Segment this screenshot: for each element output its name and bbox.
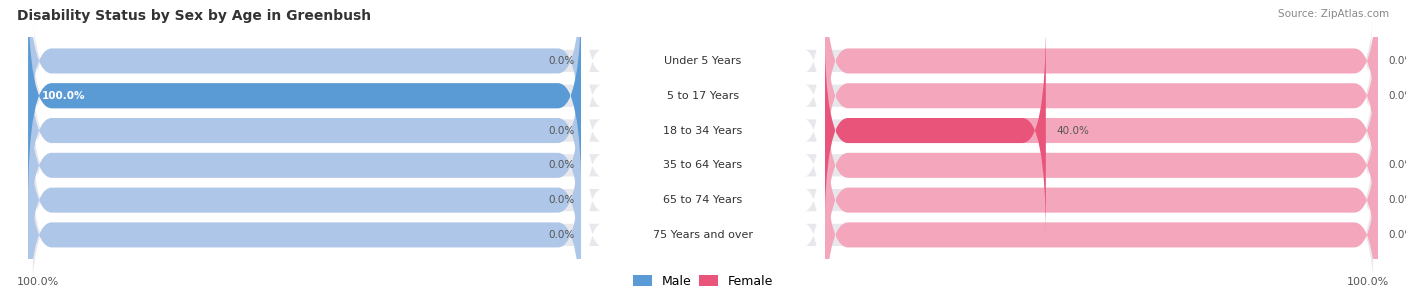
FancyBboxPatch shape xyxy=(824,91,1378,305)
Text: Source: ZipAtlas.com: Source: ZipAtlas.com xyxy=(1278,9,1389,19)
FancyBboxPatch shape xyxy=(582,21,824,240)
FancyBboxPatch shape xyxy=(31,0,1375,205)
FancyBboxPatch shape xyxy=(824,56,1378,274)
FancyBboxPatch shape xyxy=(28,0,582,170)
FancyBboxPatch shape xyxy=(824,0,1378,205)
Text: 65 to 74 Years: 65 to 74 Years xyxy=(664,195,742,205)
FancyBboxPatch shape xyxy=(824,21,1378,240)
Text: 40.0%: 40.0% xyxy=(1056,126,1088,135)
FancyBboxPatch shape xyxy=(31,91,1375,305)
Text: 0.0%: 0.0% xyxy=(548,230,575,240)
FancyBboxPatch shape xyxy=(582,0,824,170)
Text: Under 5 Years: Under 5 Years xyxy=(665,56,741,66)
Text: 0.0%: 0.0% xyxy=(548,195,575,205)
Text: 100.0%: 100.0% xyxy=(1347,277,1389,287)
Text: 75 Years and over: 75 Years and over xyxy=(652,230,754,240)
FancyBboxPatch shape xyxy=(28,0,582,205)
FancyBboxPatch shape xyxy=(28,21,582,240)
FancyBboxPatch shape xyxy=(582,56,824,274)
FancyBboxPatch shape xyxy=(31,126,1375,305)
FancyBboxPatch shape xyxy=(582,91,824,305)
FancyBboxPatch shape xyxy=(28,91,582,305)
Text: 0.0%: 0.0% xyxy=(1388,195,1406,205)
Text: Disability Status by Sex by Age in Greenbush: Disability Status by Sex by Age in Green… xyxy=(17,9,371,23)
FancyBboxPatch shape xyxy=(28,126,582,305)
FancyBboxPatch shape xyxy=(28,0,582,205)
FancyBboxPatch shape xyxy=(824,0,1378,170)
FancyBboxPatch shape xyxy=(28,56,582,274)
Text: 100.0%: 100.0% xyxy=(17,277,59,287)
Text: 18 to 34 Years: 18 to 34 Years xyxy=(664,126,742,135)
Text: 0.0%: 0.0% xyxy=(1388,230,1406,240)
FancyBboxPatch shape xyxy=(31,56,1375,274)
Text: 0.0%: 0.0% xyxy=(1388,56,1406,66)
Text: 0.0%: 0.0% xyxy=(1388,160,1406,170)
Text: 35 to 64 Years: 35 to 64 Years xyxy=(664,160,742,170)
Text: 5 to 17 Years: 5 to 17 Years xyxy=(666,91,740,101)
FancyBboxPatch shape xyxy=(824,21,1046,240)
Legend: Male, Female: Male, Female xyxy=(628,270,778,293)
Text: 0.0%: 0.0% xyxy=(548,56,575,66)
Text: 0.0%: 0.0% xyxy=(548,126,575,135)
Text: 0.0%: 0.0% xyxy=(548,160,575,170)
FancyBboxPatch shape xyxy=(31,0,1375,170)
Text: 0.0%: 0.0% xyxy=(1388,91,1406,101)
FancyBboxPatch shape xyxy=(582,126,824,305)
Text: 100.0%: 100.0% xyxy=(42,91,86,101)
FancyBboxPatch shape xyxy=(824,126,1378,305)
FancyBboxPatch shape xyxy=(582,0,824,205)
FancyBboxPatch shape xyxy=(31,21,1375,240)
